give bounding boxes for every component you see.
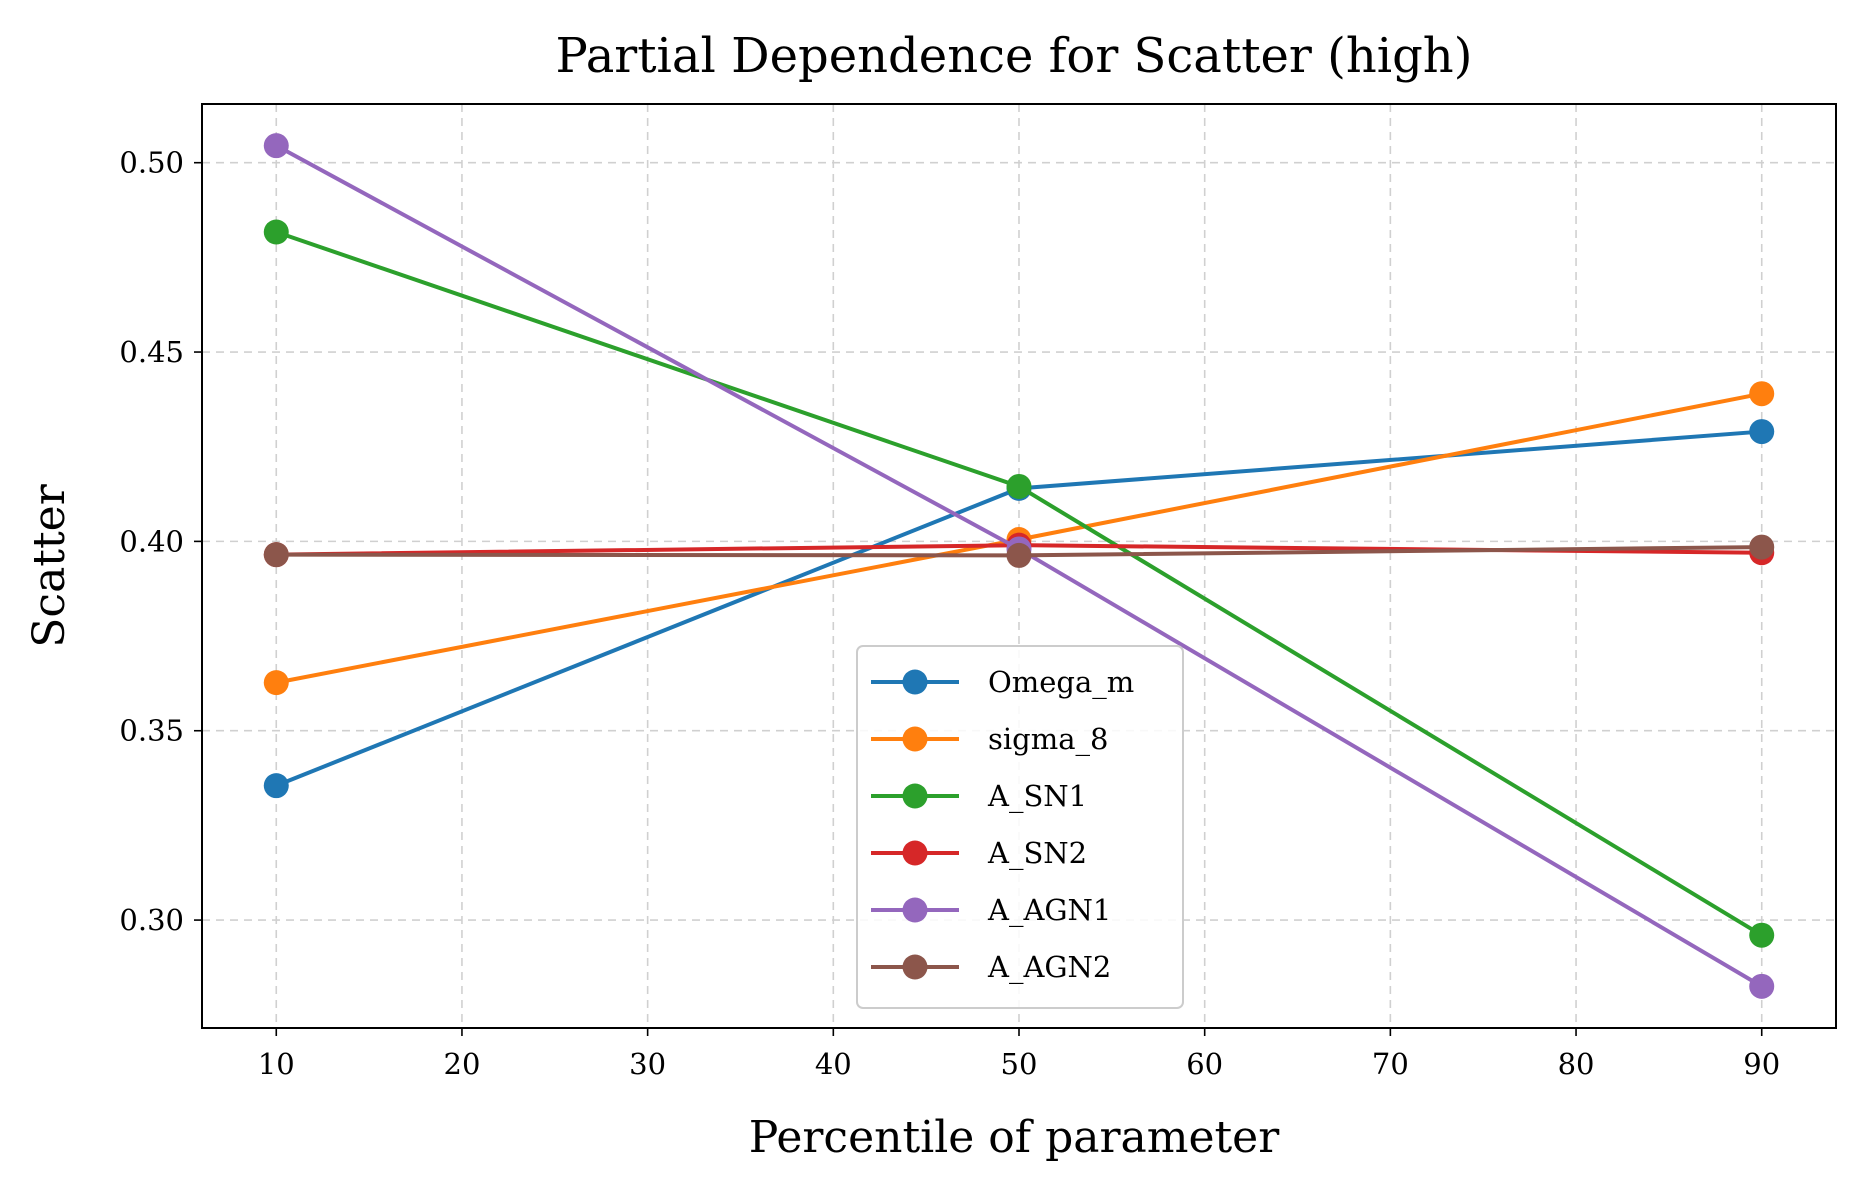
x-tick-label: 80	[1558, 1047, 1595, 1081]
y-tick-label: 0.35	[119, 714, 184, 748]
legend-label: sigma_8	[988, 722, 1108, 757]
legend: Omega_m sigma_8 A_SN1 A_SN2 A_AGN1 A_AGN2	[856, 645, 1184, 1009]
legend-marker	[902, 840, 928, 866]
legend-label: A_SN2	[987, 836, 1087, 871]
legend-label: A_AGN2	[987, 950, 1111, 985]
series-group	[263, 133, 1775, 999]
legend-marker	[902, 669, 928, 695]
x-axis: 10 20 30 40 50 60 70 80 90	[258, 1028, 1780, 1081]
x-tick-label: 30	[629, 1047, 666, 1081]
legend-marker	[902, 897, 928, 923]
data-point	[263, 542, 289, 568]
data-point	[263, 773, 289, 799]
data-point	[263, 219, 289, 245]
y-axis: 0.30 0.35 0.40 0.45 0.50	[119, 146, 202, 937]
legend-item: A_AGN2	[871, 950, 1111, 985]
legend-marker	[902, 726, 928, 752]
y-tick-label: 0.45	[119, 335, 184, 369]
series-A_AGN2	[263, 534, 1775, 568]
legend-marker	[902, 954, 928, 980]
legend-label: Omega_m	[988, 665, 1134, 700]
x-tick-label: 90	[1743, 1047, 1780, 1081]
grid	[202, 104, 1836, 1028]
x-axis-label: Percentile of parameter	[749, 1112, 1280, 1163]
x-tick-label: 20	[444, 1047, 481, 1081]
legend-item: A_SN1	[871, 779, 1087, 814]
legend-box	[856, 645, 1184, 1009]
y-tick-label: 0.50	[119, 146, 184, 180]
data-point	[1749, 973, 1775, 999]
y-tick-label: 0.40	[119, 524, 184, 558]
series-A_SN1	[263, 219, 1775, 948]
data-point	[1749, 419, 1775, 445]
data-point	[263, 670, 289, 696]
legend-label: A_AGN1	[987, 893, 1111, 928]
x-tick-label: 70	[1372, 1047, 1409, 1081]
data-point	[1749, 381, 1775, 407]
x-tick-label: 60	[1186, 1047, 1223, 1081]
y-axis-label: Scatter	[24, 483, 75, 647]
x-tick-label: 10	[258, 1047, 295, 1081]
legend-label: A_SN1	[987, 779, 1087, 814]
legend-item: A_SN2	[871, 836, 1087, 871]
legend-marker	[902, 783, 928, 809]
legend-item: sigma_8	[871, 722, 1108, 757]
legend-item: Omega_m	[871, 665, 1134, 700]
x-tick-label: 50	[1001, 1047, 1038, 1081]
x-tick-label: 40	[815, 1047, 852, 1081]
data-point	[1006, 542, 1032, 568]
data-point	[263, 133, 289, 159]
data-point	[1749, 922, 1775, 948]
chart-title: Partial Dependence for Scatter (high)	[556, 28, 1473, 84]
legend-item: A_AGN1	[871, 893, 1111, 928]
y-tick-label: 0.30	[119, 903, 184, 937]
data-point	[1006, 473, 1032, 499]
data-point	[1749, 534, 1775, 560]
